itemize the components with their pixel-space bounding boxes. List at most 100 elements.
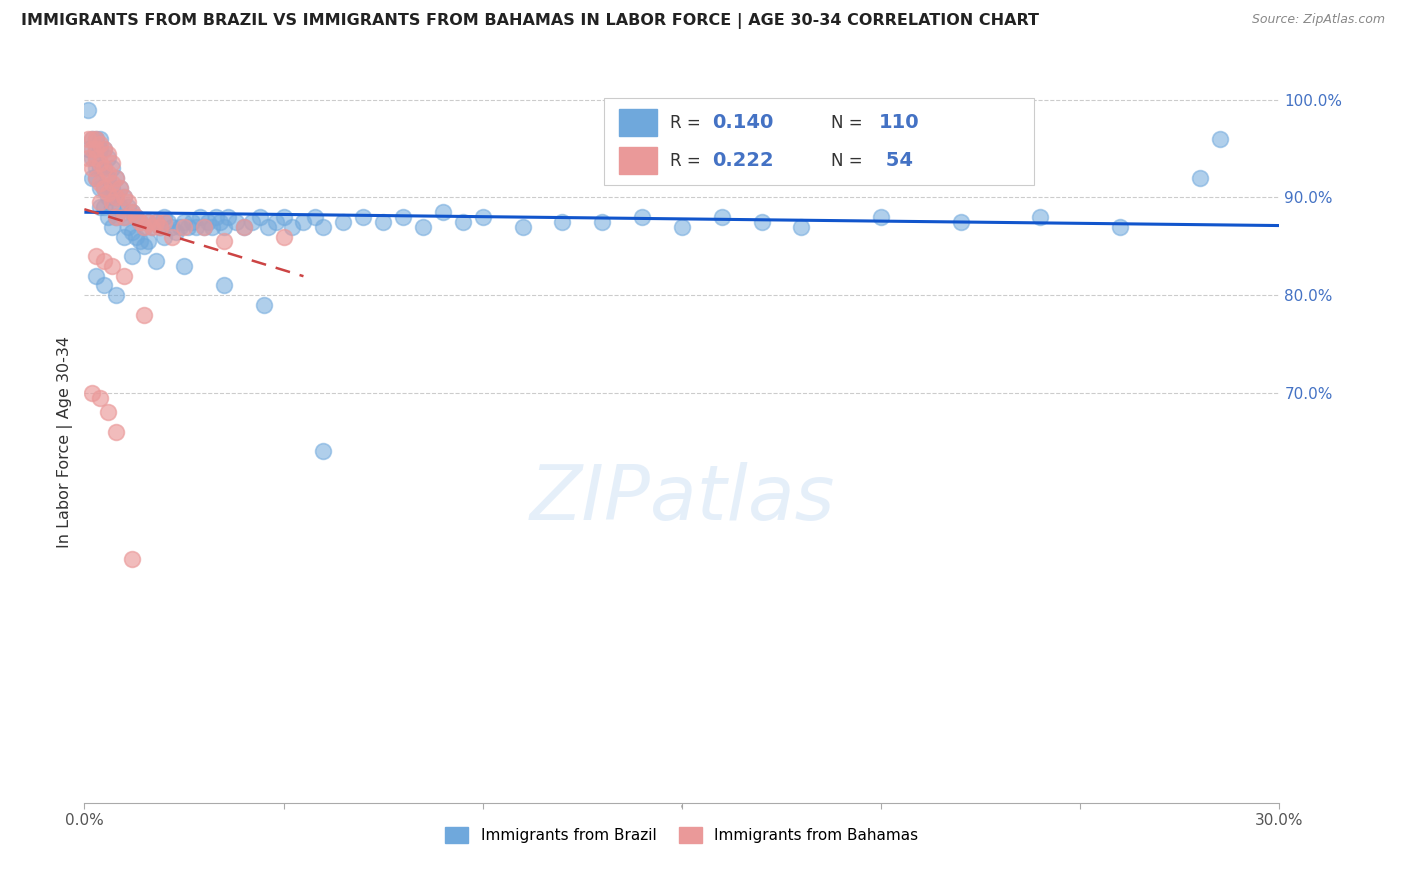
Point bbox=[82, 152, 104, 166]
Point bbox=[105, 288, 128, 302]
Point bbox=[129, 215, 152, 229]
Point bbox=[117, 200, 139, 214]
Point bbox=[153, 229, 176, 244]
Point bbox=[197, 215, 219, 229]
Point bbox=[149, 219, 172, 234]
Point bbox=[153, 215, 176, 229]
Point bbox=[86, 161, 108, 176]
Point bbox=[89, 132, 111, 146]
Point bbox=[97, 152, 120, 166]
Point bbox=[105, 170, 128, 185]
Point bbox=[212, 235, 235, 249]
Point bbox=[86, 142, 108, 156]
Point bbox=[86, 132, 108, 146]
Point bbox=[110, 180, 132, 194]
Point bbox=[1029, 210, 1052, 224]
Point bbox=[132, 219, 156, 234]
Point bbox=[105, 425, 128, 439]
Point bbox=[121, 551, 143, 566]
Point bbox=[169, 219, 191, 234]
Point bbox=[110, 180, 132, 194]
Point bbox=[790, 219, 813, 234]
Point bbox=[93, 200, 115, 214]
Point bbox=[136, 215, 159, 229]
FancyBboxPatch shape bbox=[605, 98, 1035, 185]
Point bbox=[112, 190, 135, 204]
Point bbox=[112, 229, 135, 244]
Point bbox=[112, 268, 135, 283]
Point bbox=[93, 278, 115, 293]
Point bbox=[870, 210, 893, 224]
Point bbox=[217, 210, 239, 224]
Point bbox=[89, 161, 111, 176]
Point bbox=[129, 215, 152, 229]
Point bbox=[193, 219, 215, 234]
Point bbox=[89, 142, 111, 156]
Text: R =: R = bbox=[671, 152, 706, 169]
Point bbox=[432, 205, 454, 219]
Point bbox=[105, 190, 128, 204]
Point bbox=[551, 215, 574, 229]
Text: R =: R = bbox=[671, 113, 706, 132]
Point bbox=[471, 210, 494, 224]
Point bbox=[232, 219, 254, 234]
Point bbox=[93, 254, 115, 268]
Point bbox=[751, 215, 773, 229]
Point bbox=[631, 210, 654, 224]
Point bbox=[89, 156, 111, 170]
Point bbox=[136, 215, 159, 229]
Point bbox=[451, 215, 474, 229]
Point bbox=[112, 210, 135, 224]
Point bbox=[201, 219, 224, 234]
Text: Source: ZipAtlas.com: Source: ZipAtlas.com bbox=[1251, 13, 1385, 27]
Point bbox=[89, 391, 111, 405]
Point bbox=[253, 298, 276, 312]
Point bbox=[89, 195, 111, 210]
Point bbox=[82, 161, 104, 176]
Point bbox=[82, 385, 104, 400]
Point bbox=[97, 210, 120, 224]
Point bbox=[591, 215, 613, 229]
Point bbox=[93, 161, 115, 176]
Point bbox=[101, 176, 124, 190]
Point bbox=[193, 219, 215, 234]
Point bbox=[93, 180, 115, 194]
Point bbox=[136, 235, 159, 249]
Point bbox=[188, 210, 211, 224]
Point bbox=[93, 142, 115, 156]
Point bbox=[110, 200, 132, 214]
Point bbox=[125, 210, 148, 224]
Point bbox=[105, 210, 128, 224]
Point bbox=[153, 210, 176, 224]
FancyBboxPatch shape bbox=[619, 109, 657, 136]
Point bbox=[212, 219, 235, 234]
Point bbox=[1209, 132, 1232, 146]
Point bbox=[93, 142, 115, 156]
Point bbox=[97, 190, 120, 204]
Point bbox=[256, 219, 278, 234]
Point bbox=[312, 444, 335, 458]
Point bbox=[1109, 219, 1132, 234]
Point bbox=[86, 152, 108, 166]
Text: ZIPatlas: ZIPatlas bbox=[529, 462, 835, 536]
Text: 110: 110 bbox=[879, 113, 920, 132]
Point bbox=[141, 219, 163, 234]
Point bbox=[112, 190, 135, 204]
Point bbox=[86, 152, 108, 166]
Point bbox=[82, 132, 104, 146]
Point bbox=[264, 215, 287, 229]
Point bbox=[77, 152, 100, 166]
Point bbox=[121, 249, 143, 263]
Point bbox=[249, 210, 271, 224]
Point bbox=[101, 200, 124, 214]
Point bbox=[225, 215, 247, 229]
Point bbox=[121, 225, 143, 239]
Point bbox=[280, 219, 302, 234]
Point bbox=[173, 259, 195, 273]
Point bbox=[181, 215, 204, 229]
Point bbox=[97, 166, 120, 180]
Point bbox=[312, 219, 335, 234]
Point bbox=[208, 215, 231, 229]
Y-axis label: In Labor Force | Age 30-34: In Labor Force | Age 30-34 bbox=[58, 335, 73, 548]
Point bbox=[145, 254, 167, 268]
